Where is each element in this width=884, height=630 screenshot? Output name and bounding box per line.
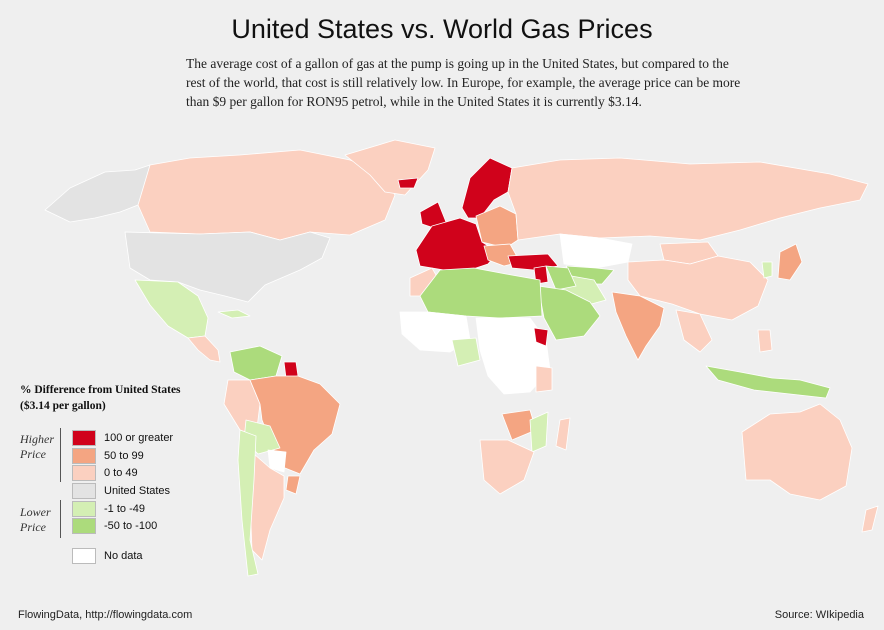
legend-title-line2: ($3.14 per gallon) bbox=[20, 400, 106, 412]
region-uruguay[interactable] bbox=[285, 475, 301, 495]
region-central-africa[interactable] bbox=[475, 317, 551, 395]
legend-higher-line2: Price bbox=[20, 447, 46, 461]
region-japan[interactable] bbox=[777, 243, 803, 281]
legend-higher-line1: Higher bbox=[20, 432, 54, 446]
legend-label-100-plus: 100 or greater bbox=[104, 432, 174, 444]
region-mozambique[interactable] bbox=[529, 411, 549, 453]
region-australia[interactable] bbox=[741, 403, 853, 501]
legend-label-no-data: No data bbox=[104, 550, 143, 562]
region-indonesia[interactable] bbox=[705, 365, 831, 399]
legend-swatch-no-data bbox=[72, 548, 96, 564]
region-madagascar[interactable] bbox=[555, 417, 571, 451]
region-venezuela-colombia[interactable] bbox=[229, 345, 283, 381]
legend-lower-line1: Lower bbox=[20, 505, 51, 519]
region-india[interactable] bbox=[611, 291, 665, 361]
legend-label-minus-50-100: -50 to -100 bbox=[104, 520, 158, 532]
legend-title-line1: % Difference from United States bbox=[20, 384, 181, 396]
region-southern-africa[interactable] bbox=[479, 439, 535, 495]
region-north-africa[interactable] bbox=[419, 267, 543, 319]
legend-label-minus-1-49: -1 to -49 bbox=[104, 503, 145, 515]
footer-credit: FlowingData, http://flowingdata.com bbox=[18, 609, 193, 621]
legend-label-united-states: United States bbox=[104, 485, 171, 497]
legend-swatch-100-plus bbox=[72, 430, 96, 446]
legend-label-50-99: 50 to 99 bbox=[104, 450, 144, 462]
region-korea[interactable] bbox=[761, 261, 773, 279]
legend-higher-label: Higher Price bbox=[20, 432, 54, 462]
footer-source: Source: WIkipedia bbox=[774, 609, 864, 621]
legend-title: % Difference from United States ($3.14 p… bbox=[20, 382, 181, 414]
legend-swatch-0-49 bbox=[72, 465, 96, 481]
region-new-zealand[interactable] bbox=[861, 505, 879, 533]
map-title: United States vs. World Gas Prices bbox=[231, 14, 653, 44]
legend-lower-line2: Price bbox=[20, 520, 46, 534]
region-chile[interactable] bbox=[237, 429, 259, 577]
legend-lower-bracket bbox=[60, 500, 61, 538]
region-kenya[interactable] bbox=[535, 365, 553, 393]
legend-higher-bracket bbox=[60, 428, 61, 482]
legend-swatch-minus-1-49 bbox=[72, 501, 96, 517]
intro-text: The average cost of a gallon of gas at t… bbox=[186, 56, 741, 109]
region-kazakhstan[interactable] bbox=[559, 233, 633, 269]
region-nigeria[interactable] bbox=[451, 337, 481, 367]
region-paraguay[interactable] bbox=[267, 449, 287, 473]
region-russia[interactable] bbox=[507, 157, 869, 241]
region-southeast-asia[interactable] bbox=[675, 309, 713, 353]
region-brazil[interactable] bbox=[249, 375, 341, 475]
legend-swatch-50-99 bbox=[72, 448, 96, 464]
region-cuba[interactable] bbox=[217, 309, 251, 319]
region-philippines[interactable] bbox=[757, 329, 773, 353]
region-eritrea[interactable] bbox=[533, 327, 549, 347]
legend-swatch-minus-50-100 bbox=[72, 518, 96, 534]
region-arabian-peninsula[interactable] bbox=[537, 285, 601, 341]
legend-label-0-49: 0 to 49 bbox=[104, 467, 138, 479]
legend-swatch-united-states bbox=[72, 483, 96, 499]
region-iraq-syria[interactable] bbox=[545, 265, 577, 291]
legend-lower-label: Lower Price bbox=[20, 505, 51, 535]
region-central-america[interactable] bbox=[187, 335, 221, 363]
region-iceland[interactable] bbox=[397, 177, 419, 189]
